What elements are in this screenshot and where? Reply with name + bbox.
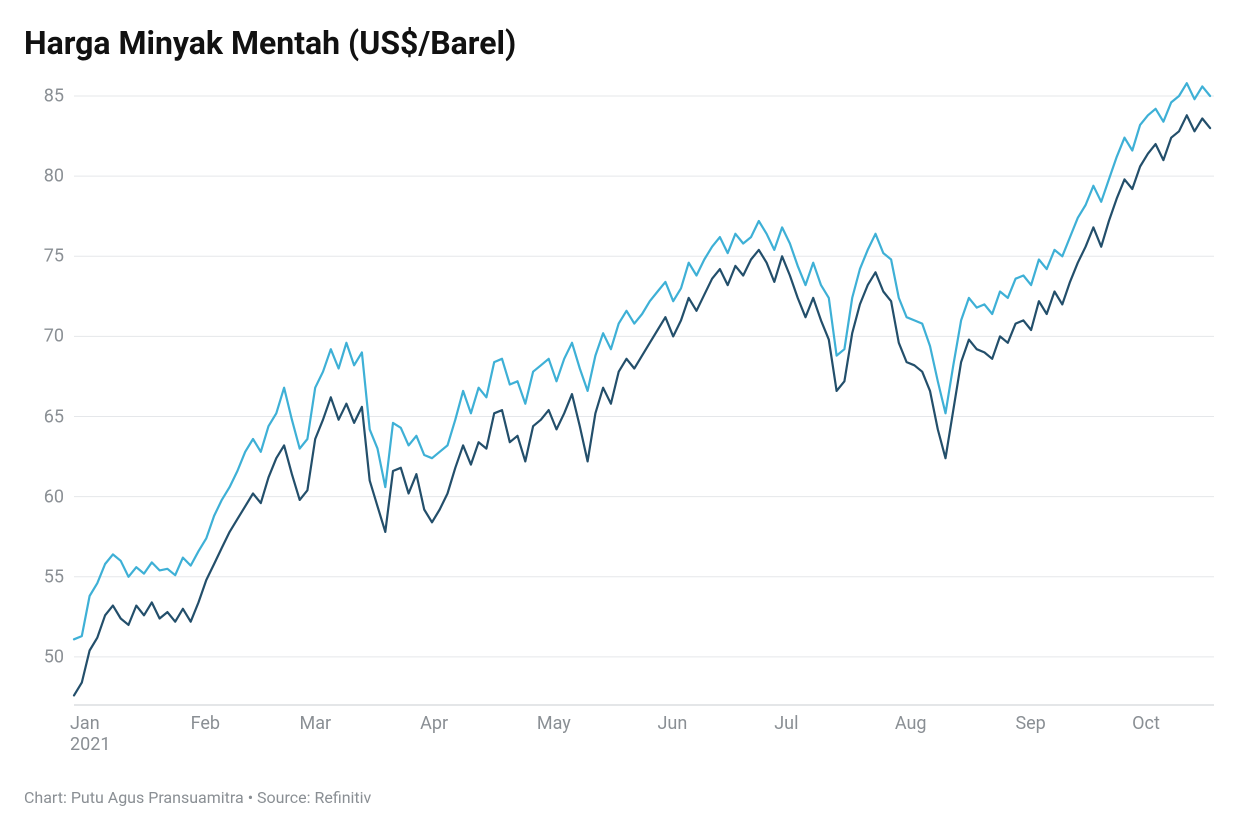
x-axis-label: Jan2021 xyxy=(70,713,110,755)
x-axis-label: Mar xyxy=(300,713,332,734)
chart-svg xyxy=(24,80,1216,707)
x-axis-label: May xyxy=(537,713,571,734)
series-light xyxy=(74,83,1210,639)
chart-container: Harga Minyak Mentah (US$/Barel) 50556065… xyxy=(0,0,1240,840)
x-axis-label: Jun xyxy=(658,713,688,734)
x-axis-label: Sep xyxy=(1015,713,1045,734)
chart-title: Harga Minyak Mentah (US$/Barel) xyxy=(24,24,1216,62)
x-axis-label: Aug xyxy=(895,713,927,734)
x-axis-label: Apr xyxy=(420,713,448,734)
x-axis-label: Feb xyxy=(191,713,220,734)
x-axis-label: Jul xyxy=(774,713,798,734)
chart-plot-area: 5055606570758085Jan2021FebMarAprMayJunJu… xyxy=(24,80,1216,760)
x-axis-label: Oct xyxy=(1132,713,1160,734)
series-dark xyxy=(74,115,1210,695)
chart-credit: Chart: Putu Agus Pransuamitra • Source: … xyxy=(24,788,1216,807)
